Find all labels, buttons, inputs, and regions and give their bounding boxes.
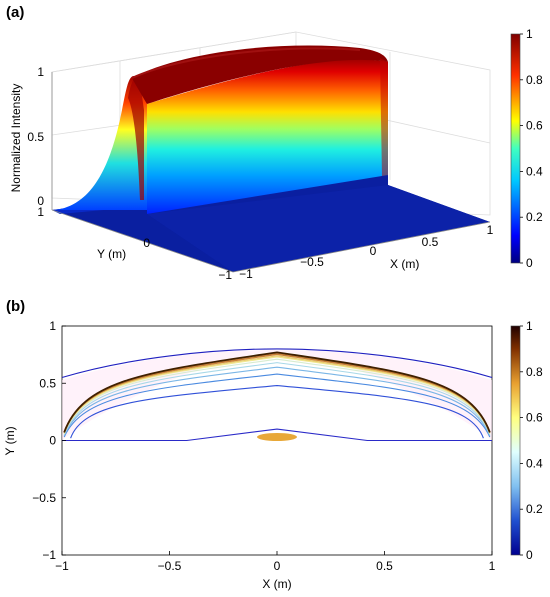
y-tick: 0 (143, 236, 150, 250)
colorbar-tick-label: 1 (526, 319, 533, 333)
contour-line (63, 366, 491, 437)
x-tick-label: −0.5 (158, 559, 182, 573)
colorbar-tick-label: 0.8 (526, 365, 543, 379)
colorbar-tick-label: 0 (526, 548, 533, 562)
y-tick-label: 1 (49, 319, 56, 333)
z-axis-label: Normalized Intensity (9, 84, 23, 193)
panel-label-a: (a) (6, 4, 25, 21)
contour-line (63, 356, 491, 434)
contour-lines (61, 348, 493, 442)
x-axis-label: X (m) (390, 257, 419, 271)
y-tick: −1 (218, 268, 232, 282)
source-marker (257, 433, 297, 441)
panel-a-3d-surface: 1 0.5 0 Normalized Intensity 1 0 −1 Y (m… (9, 27, 543, 282)
z-tick: 0.5 (27, 130, 44, 144)
colorbar-a-ticks: 0 0.2 0.4 0.6 0.8 1 (520, 27, 543, 270)
x-tick-label: 0 (274, 559, 281, 573)
x-tick-label: 0.5 (376, 559, 393, 573)
contour-line (62, 428, 492, 442)
y-axis-label-b: Y (m) (3, 426, 17, 455)
x-tick-label: 1 (489, 559, 496, 573)
contour-line (63, 351, 491, 433)
colorbar-tick-label: 0.4 (526, 456, 543, 470)
colorbar-tick-label: 0.4 (526, 164, 543, 178)
panel-label-b: (b) (6, 298, 26, 315)
contour-line (63, 362, 491, 435)
colorbar-tick-label: 0.6 (526, 119, 543, 133)
colorbar-tick-label: 0.8 (526, 73, 543, 87)
x-tick: 0.5 (422, 235, 439, 249)
main-surface-front (147, 59, 388, 215)
colorbar-b (510, 325, 521, 556)
y-tick-label: −1 (42, 548, 56, 562)
x-tick-label: −1 (55, 559, 69, 573)
colorbar-tick-label: 0 (526, 256, 533, 270)
z-tick: 1 (37, 65, 44, 79)
x-tick: 1 (487, 223, 494, 237)
colorbar-a (510, 33, 521, 264)
x-tick: 0 (370, 244, 377, 258)
y-tick-label: 0 (49, 434, 56, 448)
y-tick-label: −0.5 (32, 491, 56, 505)
y-tick: 1 (37, 205, 44, 219)
y-axis-label: Y (m) (97, 247, 126, 261)
panel-b-contour: −1 −0.5 0 0.5 1−1−0.500.51 X (m) Y (m) 00.20… (3, 319, 543, 591)
z-tick: 0 (37, 194, 44, 208)
x-axis-label-b: X (m) (262, 577, 291, 591)
colorbar-tick-label: 0.6 (526, 411, 543, 425)
contour-line (63, 358, 491, 434)
contour-line (61, 348, 493, 379)
y-tick-label: 0.5 (39, 376, 56, 390)
axes-b: −1 −0.5 0 0.5 1 −1 −0.5 0 0.5 1 (32, 319, 495, 573)
x-tick: −0.5 (300, 255, 324, 269)
colorbar-b-ticks: 0 0.2 0.4 0.6 0.8 1 (520, 319, 543, 562)
contour-line (63, 373, 491, 438)
colorbar-tick-label: 1 (526, 27, 533, 41)
left-peak-wall (55, 76, 148, 210)
contour-line (70, 384, 484, 439)
colorbar-tick-label: 0.2 (526, 210, 543, 224)
x-tick: −1 (239, 267, 253, 281)
colorbar-tick-label: 0.2 (526, 502, 543, 516)
